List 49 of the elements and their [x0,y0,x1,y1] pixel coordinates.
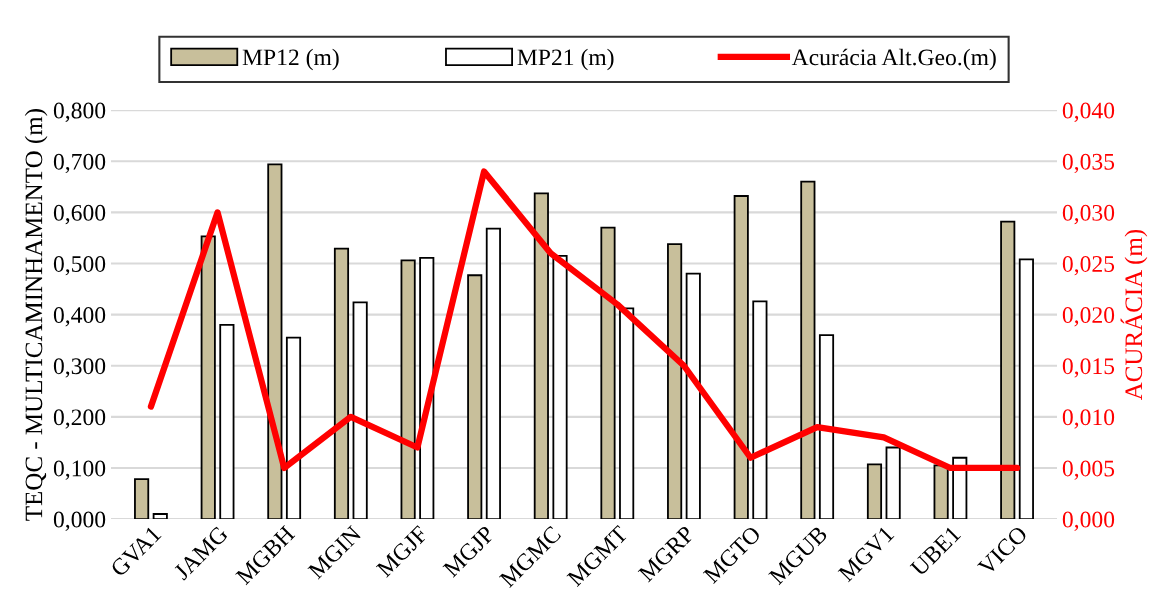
bar [134,478,150,520]
y-tick-label: 0,300 [53,358,106,378]
y-tick-label: 0,500 [53,255,106,276]
bar [818,334,835,520]
y-tick-label: 0,800 [53,102,106,122]
bar [733,195,749,520]
bar [800,180,816,520]
y2-tick-label: 0,040 [1062,102,1115,122]
bar [552,254,568,520]
bar [533,192,549,520]
bar [600,226,616,520]
bar [685,272,701,520]
legend-label: Acurácia Alt.Geo.(m) [791,48,996,71]
bar [333,247,350,520]
y-tick-label: 0,700 [53,153,106,174]
bar [400,259,416,520]
bar [467,274,483,520]
bar [667,243,683,520]
y-tick-label: 0,200 [53,409,106,429]
bar [1018,258,1034,520]
bar [752,300,768,520]
bar [285,336,302,520]
y-tick-label: 0,400 [53,307,106,327]
bar [1000,220,1016,520]
bar [200,235,216,520]
bar [619,307,635,520]
bar [866,463,883,520]
y2-tick-label: 0,035 [1062,153,1115,174]
y-tick-label: 0,100 [53,460,106,480]
bar [152,513,168,520]
bar [885,446,901,520]
y2-tick-label: 0,025 [1062,255,1115,276]
bar [485,227,501,520]
y-tick-label: 0,000 [53,511,106,531]
bar [352,301,368,520]
y2-tick-label: 0,000 [1062,511,1115,531]
y-axis-title: TEQC - MULTICAMINHAMENTO (m) [24,109,48,521]
bar [219,323,235,520]
bar [933,464,949,520]
bar [267,163,283,520]
legend-label: MP12 (m) [242,48,339,71]
y2-tick-label: 0,030 [1062,204,1115,225]
legend-label: MP21 (m) [517,48,614,71]
y2-tick-label: 0,015 [1062,358,1115,378]
y2-tick-label: 0,005 [1062,460,1115,480]
y2-axis-title: ACURÁCIA (m) [1120,229,1148,401]
y-tick-label: 0,600 [53,204,106,225]
y2-tick-label: 0,010 [1062,409,1115,429]
y2-tick-label: 0,020 [1062,307,1115,327]
